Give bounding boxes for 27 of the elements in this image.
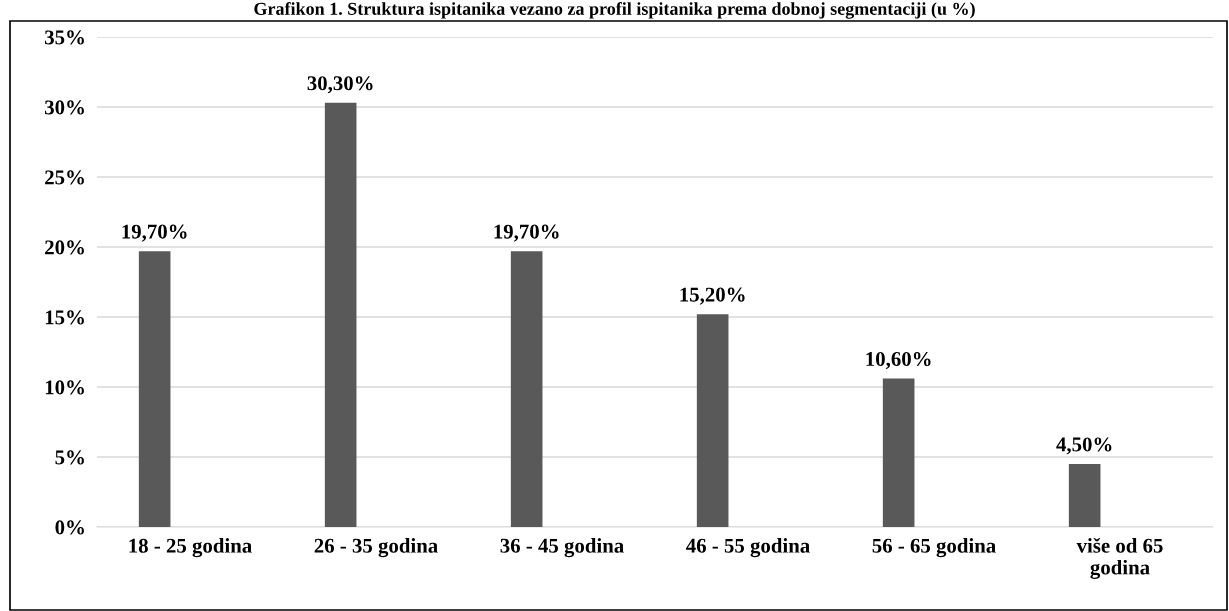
data-label: 30,30% <box>307 76 373 94</box>
y-tick-label: 25% <box>45 170 84 185</box>
y-tick-label: 15% <box>45 310 84 325</box>
bar <box>1068 464 1101 527</box>
bar <box>510 251 543 527</box>
x-tick-label: 46 - 55 godina <box>686 538 810 558</box>
bar <box>138 251 171 527</box>
data-label: 19,70% <box>122 224 187 242</box>
y-tick-label: 0% <box>55 520 84 535</box>
data-label: 15,20% <box>680 287 745 305</box>
bar <box>324 102 357 527</box>
bar <box>882 378 915 527</box>
chart-title: Grafikon 1. Struktura ispitanika vezano za profil ispitanika prema dobnoj segmentaciji (u %) <box>254 2 975 19</box>
data-label: 4,50% <box>1056 437 1112 455</box>
y-tick-label: 10% <box>45 380 84 395</box>
data-label: 19,70% <box>494 224 559 242</box>
x-tick-label: više od 65 godina <box>1076 537 1163 579</box>
y-tick-label: 20% <box>45 240 84 255</box>
data-label: 10,60% <box>866 351 931 370</box>
x-tick-label: 18 - 25 godina <box>129 538 252 558</box>
x-tick-label: 36 - 45 godina <box>500 538 624 558</box>
y-tick-label: 30% <box>45 100 84 115</box>
y-tick-label: 35% <box>45 30 84 45</box>
bar <box>696 314 729 527</box>
y-tick-label: 5% <box>55 450 84 465</box>
x-tick-label: 26 - 35 godina <box>314 538 438 558</box>
x-tick-label: 56 - 65 godina <box>872 538 996 558</box>
